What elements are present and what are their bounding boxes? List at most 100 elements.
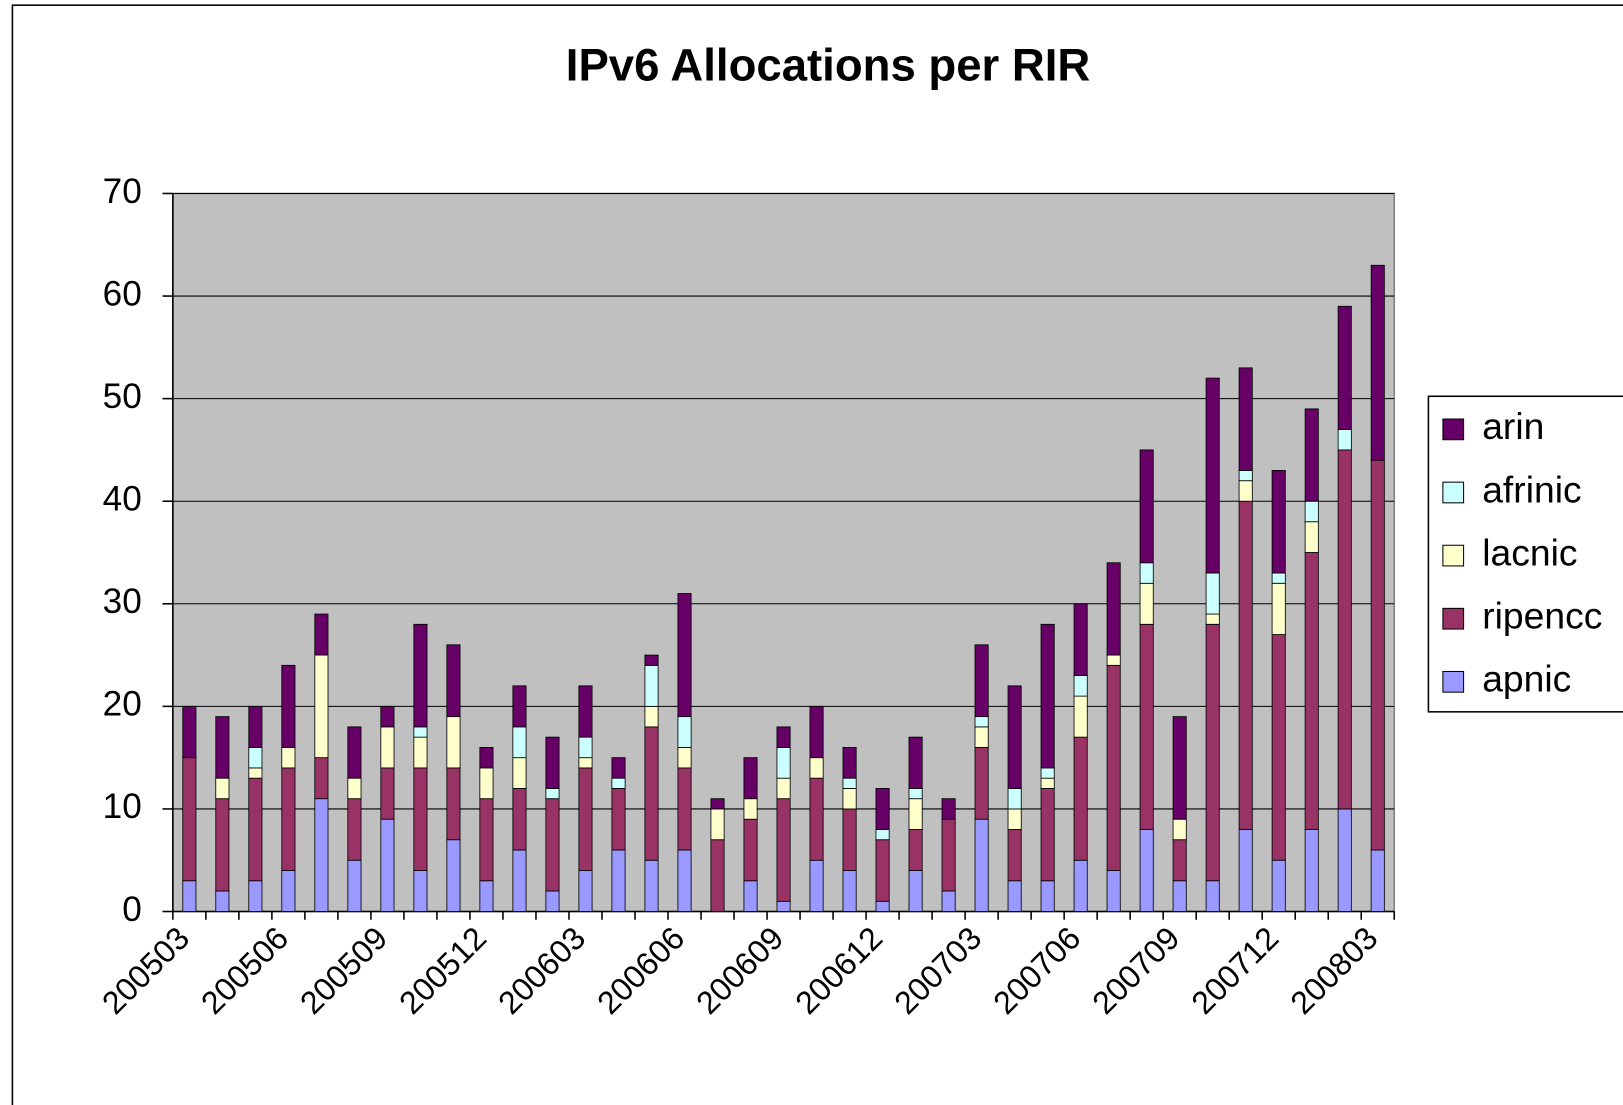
- y-tick-label: 60: [103, 274, 142, 313]
- bar-segment: [1370, 264, 1385, 461]
- bar-segment: [479, 767, 494, 800]
- bar-segment: [743, 757, 758, 800]
- legend-swatch: [1442, 607, 1465, 630]
- bar-segment: [248, 705, 263, 748]
- bar-segment: [1238, 470, 1253, 482]
- bar-segment: [710, 798, 725, 810]
- bar-segment: [1271, 859, 1286, 912]
- legend-swatch: [1442, 418, 1465, 441]
- bar-segment: [1205, 377, 1220, 574]
- bar-segment: [1337, 305, 1352, 430]
- bar-segment: [611, 788, 626, 851]
- legend-label: ripencc: [1482, 595, 1602, 637]
- bar-segment: [941, 798, 956, 820]
- bar-segment: [1172, 716, 1187, 820]
- bar-segment: [446, 644, 461, 718]
- bar-segment: [1073, 859, 1088, 912]
- bar-segment: [578, 736, 593, 759]
- bar-segment: [644, 664, 659, 707]
- bar-segment: [776, 900, 791, 912]
- bar-segment: [677, 593, 692, 718]
- bar-segment: [1205, 880, 1220, 912]
- bar-segment: [1271, 470, 1286, 574]
- bar-segment: [842, 788, 857, 810]
- bar-segment: [413, 726, 428, 738]
- bar-segment: [1007, 880, 1022, 912]
- bar-segment: [1007, 808, 1022, 830]
- bar-segment: [776, 726, 791, 748]
- bar-segment: [380, 726, 395, 769]
- bar-segment: [1106, 654, 1121, 666]
- legend-label: arin: [1482, 405, 1544, 447]
- bar-segment: [479, 880, 494, 912]
- bar-segment: [1139, 623, 1154, 830]
- bar-segment: [1139, 829, 1154, 912]
- bar-segment: [677, 767, 692, 851]
- bar-segment: [215, 716, 230, 779]
- bar-segment: [1106, 562, 1121, 656]
- legend-swatch: [1442, 481, 1465, 504]
- bar-segment: [182, 705, 197, 759]
- bar-segment: [1337, 449, 1352, 810]
- bar-segment: [1370, 459, 1385, 851]
- bar-segment: [1238, 480, 1253, 502]
- bar-segment: [1139, 449, 1154, 564]
- bar-segment: [809, 777, 824, 861]
- bar-segment: [281, 664, 296, 748]
- bar-segment: [1304, 829, 1319, 912]
- bar-segment: [644, 726, 659, 861]
- bar-segment: [875, 788, 890, 830]
- bar-segment: [974, 644, 989, 718]
- bar-segment: [1205, 572, 1220, 615]
- bar-segment: [1205, 623, 1220, 882]
- bar-segment: [611, 777, 626, 789]
- bar-segment: [875, 829, 890, 841]
- bar-segment: [314, 798, 329, 912]
- bar-segment: [248, 777, 263, 882]
- bar-segment: [182, 757, 197, 882]
- bar-segment: [1073, 695, 1088, 738]
- bar-segment: [248, 746, 263, 769]
- bar-segment: [413, 870, 428, 912]
- bar-segment: [512, 788, 527, 851]
- bar-segment: [1304, 552, 1319, 830]
- bar-segment: [908, 798, 923, 830]
- y-tick-label: 20: [103, 685, 142, 724]
- bar-segment: [215, 777, 230, 800]
- bar-segment: [1304, 521, 1319, 553]
- bar-segment: [248, 767, 263, 779]
- bar-segment: [842, 777, 857, 789]
- bar-segment: [908, 736, 923, 789]
- bar-segment: [347, 859, 362, 912]
- bar-segment: [314, 757, 329, 800]
- legend-swatch: [1442, 544, 1465, 567]
- bar-segment: [1172, 839, 1187, 882]
- y-tick-label: 70: [103, 172, 142, 211]
- bar-segment: [479, 746, 494, 769]
- bar-segment: [875, 900, 890, 912]
- bar-segment: [644, 859, 659, 912]
- bar-segment: [875, 839, 890, 902]
- bar-segment: [842, 746, 857, 779]
- bar-segment: [974, 716, 989, 728]
- bar-segment: [512, 685, 527, 728]
- bar-segment: [1238, 829, 1253, 912]
- bar-segment: [1007, 685, 1022, 789]
- bar-segment: [1271, 582, 1286, 635]
- bar-segment: [1271, 572, 1286, 584]
- bar-segment: [1337, 428, 1352, 451]
- bar-segment: [1007, 788, 1022, 810]
- chart-title: IPv6 Allocations per RIR: [566, 39, 1091, 90]
- bar-segment: [809, 705, 824, 759]
- bar-segment: [545, 798, 560, 892]
- bar-segment: [182, 880, 197, 912]
- y-tick-label: 40: [103, 480, 142, 519]
- legend-label: lacnic: [1482, 531, 1577, 573]
- y-tick-label: 30: [103, 582, 142, 621]
- bar-segment: [1304, 500, 1319, 523]
- bar-segment: [1139, 582, 1154, 625]
- bar-segment: [1172, 818, 1187, 841]
- bar-segment: [809, 757, 824, 779]
- bar-segment: [1073, 603, 1088, 677]
